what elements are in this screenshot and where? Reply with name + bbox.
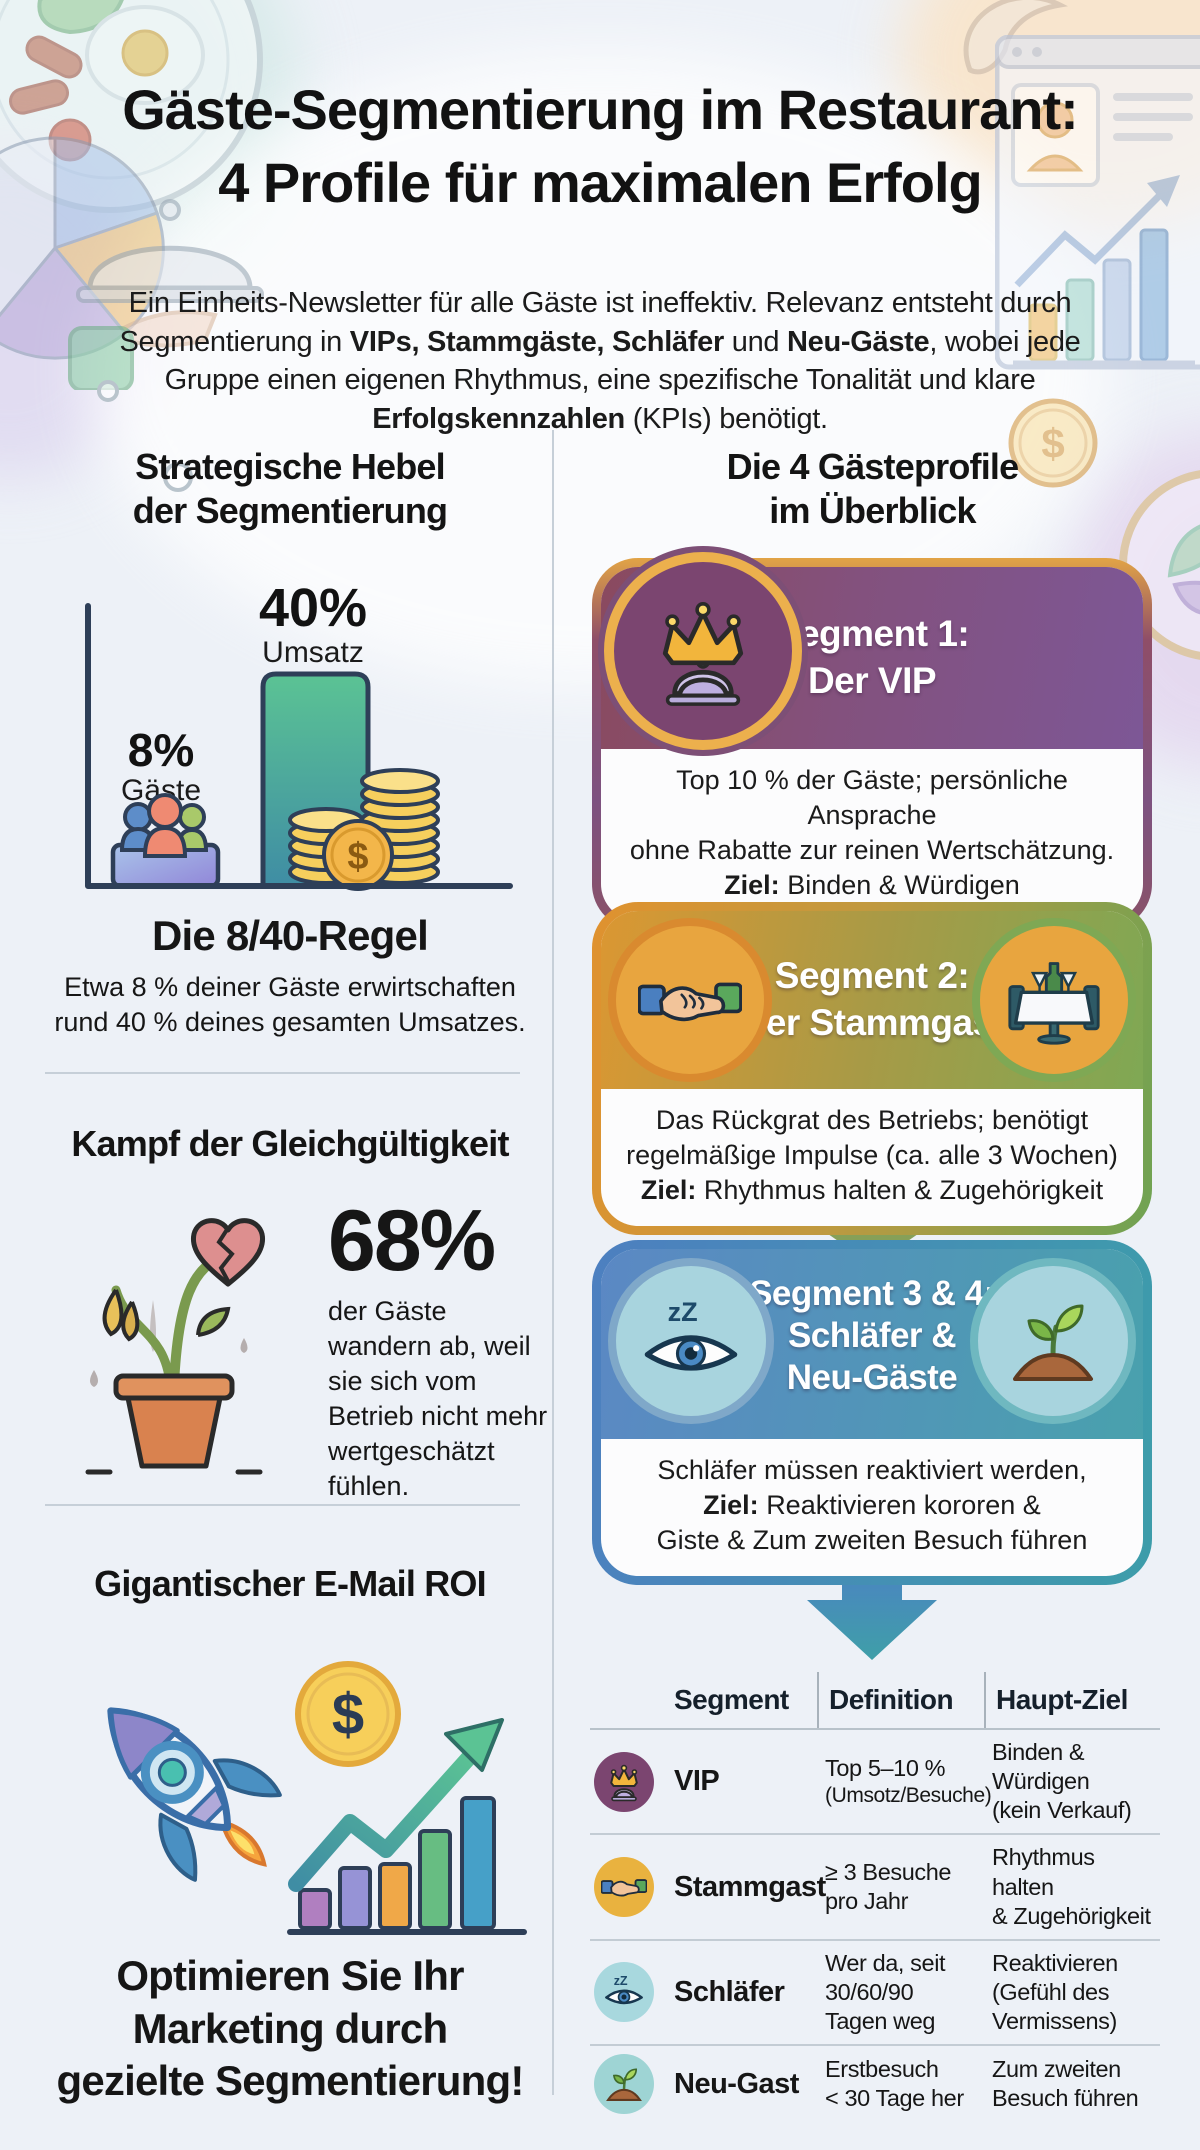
table-row-stammgast: Stammgast ≥ 3 Besuche pro Jahr Rhythmus … bbox=[590, 1835, 1160, 1941]
sleepy-eye-icon: zZ bbox=[608, 1258, 774, 1424]
table-row-neugast: Neu-Gast Erstbesuch < 30 Tage her Zum zw… bbox=[590, 2046, 1160, 2122]
coin-dollar-glyph: $ bbox=[347, 836, 368, 878]
page-title-line2: 4 Profile für maximalen Erfolg bbox=[218, 150, 983, 214]
table-row-vip: VIP Top 5–10 % (Umsotz/Besuche) Binden &… bbox=[590, 1730, 1160, 1836]
vip-crown-cloche-icon bbox=[594, 1751, 654, 1812]
rocket-icon bbox=[107, 1707, 282, 1882]
decor-bubbles bbox=[97, 380, 193, 492]
section-title-indifference: Kampf der Gleichgültigkeit bbox=[71, 1123, 509, 1164]
waiter-hand-cloche-illustration bbox=[68, 199, 264, 390]
down-arrow bbox=[807, 1566, 937, 1660]
revenue-axis-label: Umsatz bbox=[262, 636, 364, 669]
rocket-and-roi-illustration: $ bbox=[107, 1661, 527, 1935]
churn-description: der Gäste wandern ab, weil sie sich vom … bbox=[328, 1296, 548, 1502]
sleepy-eye-icon: zZ bbox=[594, 1962, 654, 2023]
intro-line3: Gruppe einen eigenen Rhythmus, eine spez… bbox=[164, 364, 1036, 397]
definition-cell: ≥ 3 Besuche pro Jahr bbox=[825, 1858, 952, 1915]
intro-line1: Ein Einheits-Newsletter für alle Gäste i… bbox=[128, 287, 1072, 319]
section-title-profiles: Die 4 Gästeprofile im Überblick bbox=[726, 446, 1020, 531]
churn-percentage: 68% bbox=[328, 1193, 496, 1289]
guests-value-label: 8% bbox=[128, 724, 194, 776]
coin-growth-icon: $ bbox=[287, 1661, 527, 1935]
segment1-description: Top 10 % der Gäste; persönliche Ansprach… bbox=[629, 765, 1115, 901]
rule-840-title: Die 8/40-Regel bbox=[152, 912, 429, 959]
segment2-description: Das Rückgrat des Betriebs; benötigt rege… bbox=[626, 1105, 1118, 1206]
croissant-illustration bbox=[963, 0, 1069, 75]
table-header-row: Segment Definition Haupt-Ziel bbox=[590, 1672, 1160, 1730]
section-title-email-roi: Gigantischer E-Mail ROI bbox=[94, 1563, 486, 1604]
goal-cell: Reaktivieren (Gefühl des Vermissens) bbox=[992, 1949, 1118, 2034]
segment1-vip-card: Segment 1: Der VIP Top 10 % der Gäste; p… bbox=[592, 552, 1152, 931]
section-title-strategic-levers: Strategische Hebel der Segmentierung bbox=[132, 446, 448, 531]
rule-840-text: Etwa 8 % deiner Gäste erwirtschaften run… bbox=[54, 972, 526, 1038]
page-title-line1: Gäste-Segmentierung im Restaurant: bbox=[122, 78, 1079, 141]
definition-cell: Top 5–10 % (Umsotz/Besuche) bbox=[825, 1755, 992, 1808]
zzz-glyph: zZ bbox=[668, 1297, 698, 1327]
sprout-icon bbox=[970, 1258, 1136, 1424]
churn-stat-block: 68% der Gäste wandern ab, weil sie sich … bbox=[328, 1198, 556, 1505]
8-40-rule-bar-chart: 40% Umsatz 8% Gäste bbox=[85, 578, 513, 891]
header-segment: Segment bbox=[674, 1684, 789, 1715]
goal-cell: Zum zweiten Besuch führen bbox=[992, 2056, 1139, 2112]
header-haupt-ziel: Haupt-Ziel bbox=[984, 1672, 1160, 1728]
vip-crown-cloche-icon bbox=[604, 552, 802, 750]
growth-arrow-head bbox=[444, 1718, 504, 1772]
people-group-icon bbox=[119, 793, 209, 858]
segment-name: VIP bbox=[674, 1765, 720, 1798]
column-divider bbox=[552, 430, 554, 2095]
segment-name: Neu-Gast bbox=[674, 2067, 799, 2100]
segment2-stammgast-card: Segment 2: Der Stammgast Das Rückgrat de… bbox=[592, 902, 1152, 1236]
wilted-plant-illustration bbox=[85, 1218, 266, 1475]
goal-cell: Rhythmus halten & Zugehörigkeit bbox=[992, 1844, 1151, 1929]
chart-axes bbox=[85, 603, 513, 889]
coin-decoration: $ bbox=[1008, 398, 1098, 488]
handshake-icon bbox=[608, 918, 772, 1082]
revenue-value-label: 40% bbox=[259, 578, 367, 638]
segment-summary-table: Segment Definition Haupt-Ziel bbox=[590, 1672, 1160, 2122]
definition-cell: Erstbesuch < 30 Tage her bbox=[825, 2056, 964, 2112]
left-column: Strategische Hebel der Segmentierung 40%… bbox=[40, 0, 547, 2150]
goal-cell: Binden & Würdigen (kein Verkauf) bbox=[992, 1739, 1132, 1824]
section-divider-2 bbox=[45, 1504, 520, 1506]
growth-arrow-line bbox=[288, 1744, 482, 1892]
right-column: Die 4 Gästeprofile im Überblick bbox=[585, 0, 1160, 2150]
coin-stacks-icon: $ bbox=[288, 768, 440, 891]
coin-dollar-glyph: $ bbox=[1041, 420, 1064, 467]
analytics-window-illustration bbox=[995, 35, 1200, 370]
segment34-description: Schläfer müssen reaktiviert werden, Ziel… bbox=[656, 1455, 1088, 1556]
svg-text:zZ: zZ bbox=[614, 1974, 628, 1988]
intro-paragraph: Ein Einheits-Newsletter für alle Gäste i… bbox=[50, 284, 1150, 438]
coin-dollar-glyph: $ bbox=[332, 1682, 364, 1747]
table-row-schlaefer: zZ Schläfer Wer da, seit 30/60/90 Tagen … bbox=[590, 1941, 1160, 2047]
handshake-icon bbox=[594, 1857, 654, 1918]
page-title: Gäste-Segmentierung im Restaurant: 4 Pro… bbox=[0, 74, 1200, 220]
cta-text: Optimieren Sie Ihr Marketing durch gezie… bbox=[56, 1952, 524, 2104]
dinner-table-icon bbox=[972, 918, 1136, 1082]
sprout-icon bbox=[594, 2054, 654, 2115]
segment34-sleeper-newguest-card: zZ Segment 3 & 4: bbox=[592, 1240, 1152, 1586]
segment-name: Stammgast bbox=[674, 1870, 826, 1903]
header-definition: Definition bbox=[817, 1672, 984, 1728]
section-divider-1 bbox=[45, 1072, 520, 1074]
intro-line4: Erfolgskennzahlen (KPIs) benötigt. bbox=[372, 402, 828, 435]
definition-cell: Wer da, seit 30/60/90 Tagen weg bbox=[825, 1949, 946, 2034]
segment-name: Schläfer bbox=[674, 1975, 785, 2008]
intro-line2: Segmentierung in VIPs, Stammgäste, Schlä… bbox=[119, 325, 1081, 358]
